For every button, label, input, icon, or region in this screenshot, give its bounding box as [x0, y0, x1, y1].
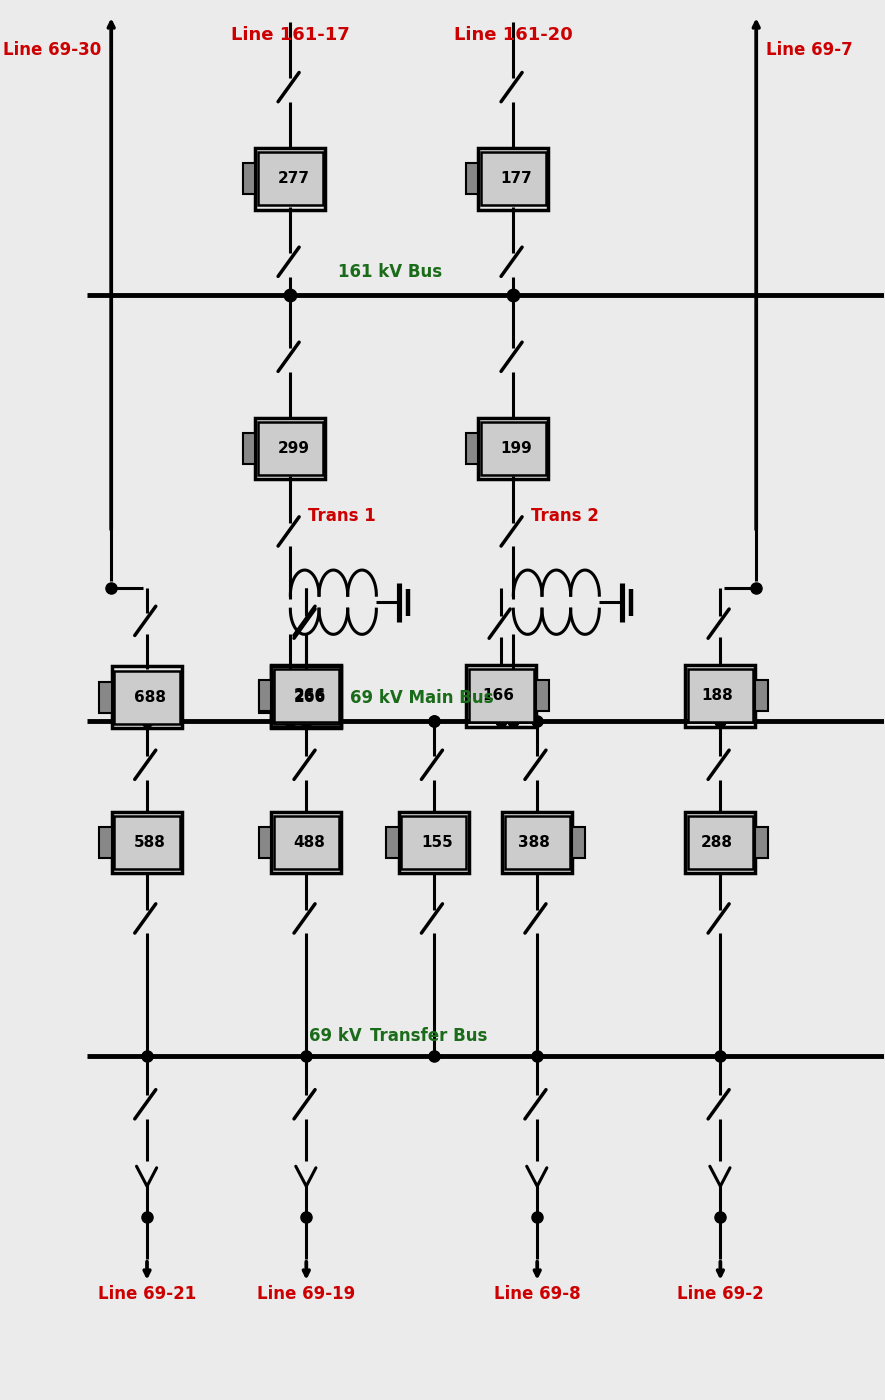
FancyBboxPatch shape — [273, 669, 339, 722]
Text: 388: 388 — [518, 834, 550, 850]
FancyBboxPatch shape — [756, 827, 768, 858]
Text: 299: 299 — [278, 441, 310, 456]
FancyBboxPatch shape — [481, 153, 546, 206]
Text: Transfer Bus: Transfer Bus — [370, 1028, 488, 1046]
Text: Line 69-7: Line 69-7 — [766, 41, 852, 59]
FancyBboxPatch shape — [756, 680, 768, 711]
FancyBboxPatch shape — [242, 164, 255, 195]
FancyBboxPatch shape — [258, 680, 271, 711]
FancyBboxPatch shape — [469, 669, 534, 722]
FancyBboxPatch shape — [401, 816, 466, 869]
FancyBboxPatch shape — [242, 433, 255, 463]
Text: Line 69-21: Line 69-21 — [98, 1285, 196, 1303]
FancyBboxPatch shape — [258, 421, 323, 475]
FancyBboxPatch shape — [258, 682, 271, 713]
Text: Line 69-30: Line 69-30 — [4, 41, 102, 59]
Text: Line 69-8: Line 69-8 — [494, 1285, 581, 1303]
Text: 488: 488 — [294, 834, 326, 850]
FancyBboxPatch shape — [99, 682, 112, 713]
FancyBboxPatch shape — [114, 816, 180, 869]
Text: 199: 199 — [501, 441, 533, 456]
FancyBboxPatch shape — [99, 827, 112, 858]
Text: 588: 588 — [135, 834, 166, 850]
Text: 177: 177 — [501, 171, 533, 186]
Text: 69 kV: 69 kV — [309, 1028, 362, 1046]
FancyBboxPatch shape — [688, 669, 753, 722]
Text: 69 kV Main Bus: 69 kV Main Bus — [350, 689, 494, 707]
Text: Line 69-19: Line 69-19 — [258, 1285, 356, 1303]
Text: Line 69-2: Line 69-2 — [677, 1285, 764, 1303]
Text: Trans 2: Trans 2 — [531, 507, 599, 525]
Text: 266: 266 — [293, 690, 326, 704]
FancyBboxPatch shape — [536, 680, 550, 711]
Text: 288: 288 — [701, 834, 733, 850]
Text: Line 161-20: Line 161-20 — [454, 27, 573, 43]
Text: 277: 277 — [278, 171, 310, 186]
FancyBboxPatch shape — [688, 816, 753, 869]
Text: 155: 155 — [421, 834, 453, 850]
Text: Line 161-17: Line 161-17 — [231, 27, 350, 43]
FancyBboxPatch shape — [258, 153, 323, 206]
FancyBboxPatch shape — [114, 671, 180, 724]
Text: 161 kV Bus: 161 kV Bus — [338, 263, 442, 281]
Text: 166: 166 — [482, 689, 514, 703]
FancyBboxPatch shape — [573, 827, 585, 858]
Text: 688: 688 — [135, 690, 166, 704]
Text: 188: 188 — [701, 689, 733, 703]
FancyBboxPatch shape — [466, 164, 478, 195]
FancyBboxPatch shape — [466, 433, 478, 463]
FancyBboxPatch shape — [273, 816, 339, 869]
Text: Trans 1: Trans 1 — [308, 507, 376, 525]
FancyBboxPatch shape — [481, 421, 546, 475]
FancyBboxPatch shape — [504, 816, 570, 869]
FancyBboxPatch shape — [258, 827, 271, 858]
Text: 266: 266 — [293, 689, 326, 703]
FancyBboxPatch shape — [386, 827, 398, 858]
FancyBboxPatch shape — [273, 671, 339, 724]
